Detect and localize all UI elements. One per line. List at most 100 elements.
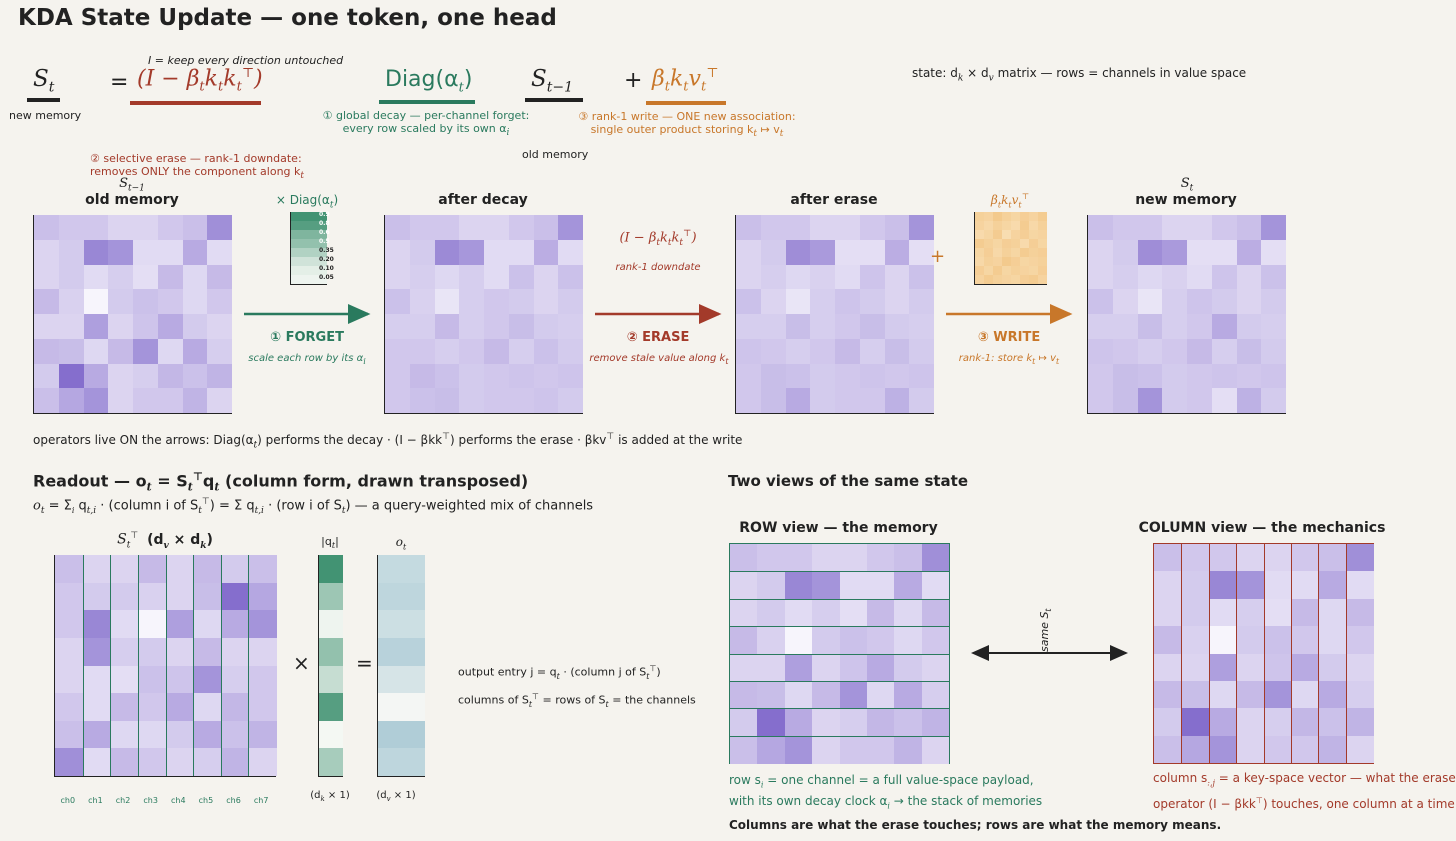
new-memory-cell — [1162, 289, 1187, 314]
row-view-cell — [784, 708, 813, 737]
old-memory-cell — [157, 363, 183, 389]
rank1-write-cell — [1020, 257, 1029, 266]
after-decay-cell — [558, 388, 583, 413]
old-memory-cell — [182, 338, 208, 364]
st-transposed-cell — [82, 665, 112, 694]
new-memory-cell — [1261, 239, 1286, 265]
st-transposed-cell — [82, 693, 112, 721]
rank1-write-cell — [1029, 275, 1038, 284]
st-transposed-cell — [55, 665, 83, 694]
after-decay-cell — [558, 363, 583, 389]
panel-old-top: St−1 — [119, 176, 145, 194]
row-view-cell — [730, 544, 758, 572]
column-view-cell — [1236, 653, 1265, 681]
page-title: KDA State Update — one token, one head — [18, 5, 557, 31]
column-view-cell — [1208, 571, 1238, 599]
old-memory-cell — [133, 264, 158, 290]
after-decay-cell — [508, 338, 534, 364]
st-transposed-cell — [110, 582, 139, 611]
after-erase-cell — [736, 314, 761, 339]
rank1-write-cell — [993, 248, 1002, 257]
new-memory-cell — [1211, 289, 1237, 314]
after-erase-cell — [859, 314, 885, 339]
st-transposed-cell — [82, 610, 112, 638]
st-transposed-cell — [220, 582, 250, 611]
row-view-cell — [894, 544, 922, 572]
old-memory-cell — [108, 388, 133, 413]
row-view-cell — [784, 571, 813, 600]
new-memory-cell — [1112, 239, 1138, 265]
diag-alpha-cell: 0.35 — [291, 247, 334, 257]
rank1-write-cell — [1038, 239, 1047, 248]
st-transposed-cell — [82, 720, 112, 749]
st-transposed-cell — [55, 693, 83, 721]
eq-diag-term: Diag(αt) — [385, 67, 473, 96]
new-memory-cell — [1088, 388, 1113, 413]
column-view-cell — [1181, 708, 1210, 736]
o-label: ot — [395, 535, 407, 552]
row-view-cell — [839, 626, 867, 655]
rank1-write-cell — [1029, 212, 1038, 221]
heatmap-rank1-write — [974, 212, 1047, 285]
new-memory-cell — [1162, 338, 1187, 364]
column-view-cell — [1208, 626, 1238, 654]
st-transposed-cell — [82, 582, 112, 611]
old-memory-cell — [58, 314, 84, 339]
eq-diag-underline — [379, 100, 475, 104]
readout-eq: = — [356, 651, 373, 675]
after-decay-cell — [533, 363, 559, 389]
new-memory-cell — [1261, 388, 1286, 413]
query-cell — [319, 555, 343, 583]
st-transposed-cell — [55, 748, 83, 776]
new-memory-cell — [1112, 388, 1138, 413]
st-transposed-cell — [248, 665, 277, 694]
new-memory-cell — [1162, 239, 1187, 265]
st-transposed-cell — [220, 665, 250, 694]
new-memory-cell — [1112, 338, 1138, 364]
old-memory-cell — [58, 264, 84, 290]
st-transposed-cell — [248, 748, 277, 776]
after-erase-cell — [884, 363, 910, 389]
st-transposed-cell — [248, 555, 277, 583]
row-view-cell — [757, 708, 785, 737]
old-memory-cell — [34, 363, 59, 389]
after-decay-cell — [409, 314, 435, 339]
st-transposed-cell — [55, 720, 83, 749]
o-dims: (dv × 1) — [376, 790, 416, 803]
after-decay-cell — [508, 363, 534, 389]
column-view-cell — [1345, 598, 1374, 627]
rank1-write-cell — [1029, 230, 1038, 239]
st-transposed-cell — [248, 582, 277, 611]
after-decay-cell — [558, 264, 583, 290]
rank1-write-cell — [1020, 275, 1029, 284]
rank1-write-cell — [1029, 221, 1038, 230]
row-view-cell — [757, 571, 785, 600]
column-view-cell — [1290, 653, 1320, 681]
after-erase-cell — [785, 264, 811, 290]
new-memory-cell — [1211, 215, 1237, 240]
after-erase-cell — [884, 289, 910, 314]
column-view-cell — [1345, 653, 1374, 681]
after-decay-cell — [434, 264, 460, 290]
rank1-write-cell — [1038, 266, 1047, 275]
after-decay-cell — [385, 338, 410, 364]
readout-times: × — [293, 651, 310, 675]
channel-label: ch6 — [226, 796, 241, 805]
old-memory-cell — [58, 289, 84, 314]
rank1-write-cell — [993, 275, 1002, 284]
st-transposed-cell — [110, 748, 139, 776]
row-view-cell — [812, 708, 840, 737]
rank1-write-cell — [1002, 248, 1011, 257]
rank1-write-cell — [984, 266, 993, 275]
after-erase-cell — [859, 239, 885, 265]
old-memory-cell — [207, 388, 232, 413]
old-memory-cell — [157, 215, 183, 240]
heatmap-row-view — [729, 543, 950, 764]
column-view-cell — [1290, 626, 1320, 654]
after-decay-cell — [484, 289, 509, 314]
row-view-cell — [812, 626, 840, 655]
st-transposed-cell — [193, 610, 222, 638]
after-decay-cell — [508, 314, 534, 339]
row-view-cell — [730, 571, 758, 600]
panel-new-label: new memory — [1135, 192, 1237, 208]
